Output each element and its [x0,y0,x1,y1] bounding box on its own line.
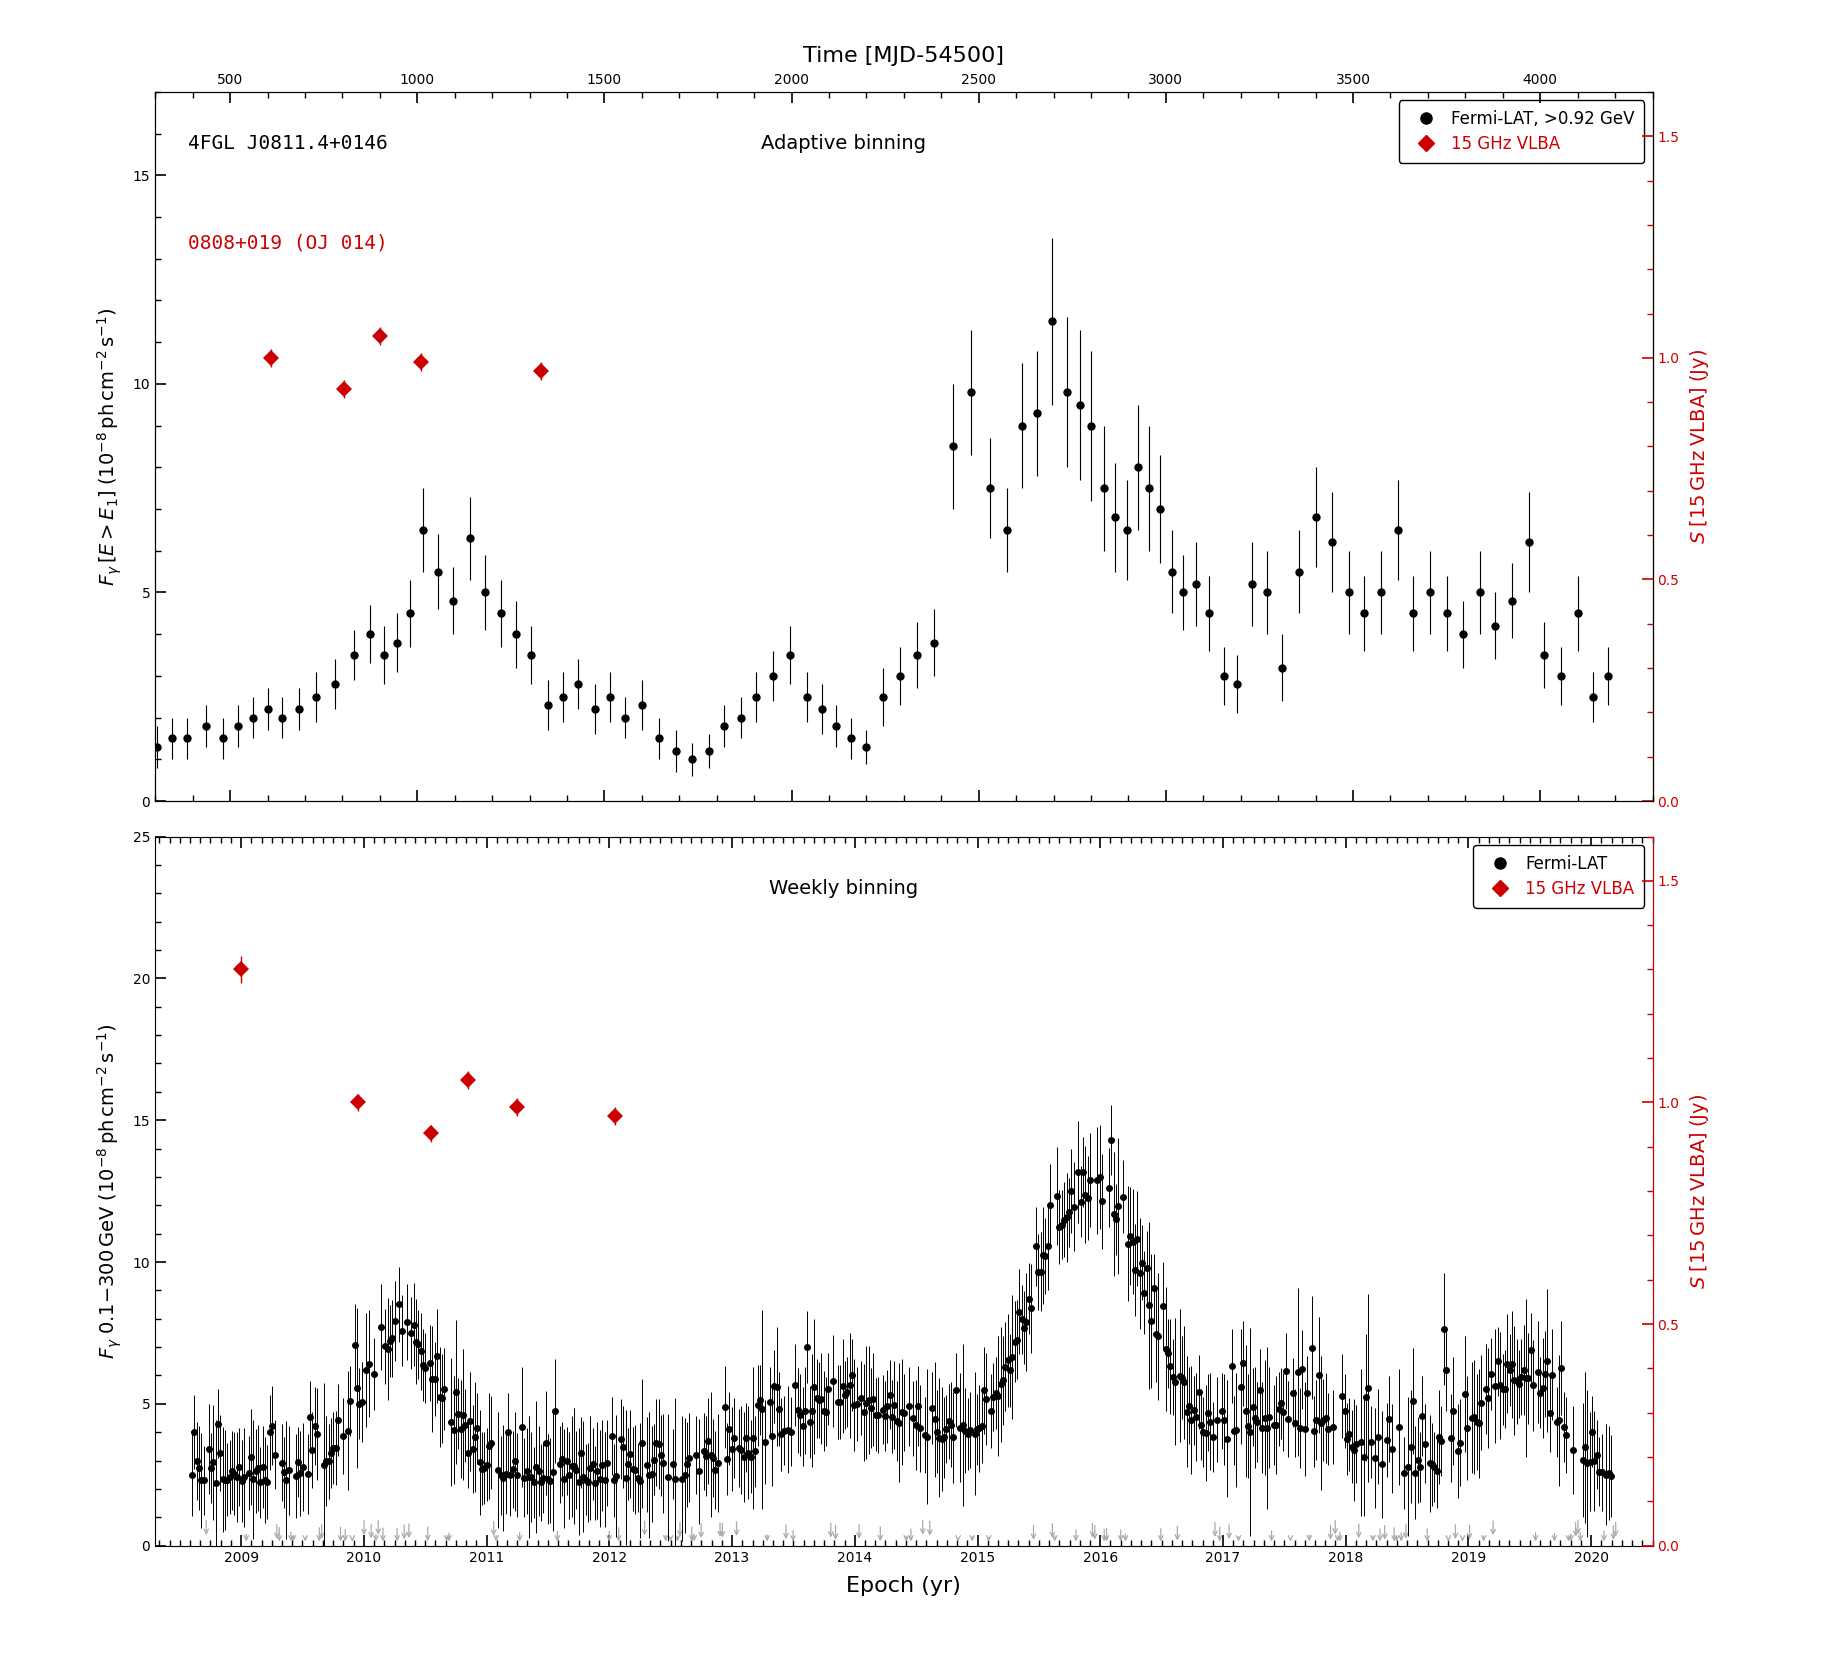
Legend: Fermi-LAT, 15 GHz VLBA: Fermi-LAT, 15 GHz VLBA [1474,846,1643,907]
Text: 4FGL J0811.4+0146: 4FGL J0811.4+0146 [188,134,387,154]
Text: 0808+019 (OJ 014): 0808+019 (OJ 014) [188,234,387,252]
Y-axis label: $F_\gamma\,[E{>}E_1]\;(10^{-8}\,\mathrm{ph\,cm^{-2}\,s^{-1}})$: $F_\gamma\,[E{>}E_1]\;(10^{-8}\,\mathrm{… [97,307,124,587]
Y-axis label: $S\;[15\,\mathrm{GHz\;VLBA}]\;(\mathrm{Jy})$: $S\;[15\,\mathrm{GHz\;VLBA}]\;(\mathrm{J… [1687,1093,1711,1288]
Y-axis label: $F_\gamma\;0.1\mathrm{-}300\,\mathrm{GeV}\;(10^{-8}\,\mathrm{ph\,cm^{-2}\,s^{-1}: $F_\gamma\;0.1\mathrm{-}300\,\mathrm{GeV… [97,1023,124,1359]
Legend: Fermi-LAT, >0.92 GeV, 15 GHz VLBA: Fermi-LAT, >0.92 GeV, 15 GHz VLBA [1399,100,1643,162]
Y-axis label: $S\;[15\,\mathrm{GHz\;VLBA}]\;(\mathrm{Jy})$: $S\;[15\,\mathrm{GHz\;VLBA}]\;(\mathrm{J… [1687,349,1711,545]
X-axis label: Time [MJD-54500]: Time [MJD-54500] [803,45,1004,65]
Text: Adaptive binning: Adaptive binning [761,134,926,154]
X-axis label: Epoch (yr): Epoch (yr) [847,1576,960,1596]
Text: Weekly binning: Weekly binning [769,879,918,897]
